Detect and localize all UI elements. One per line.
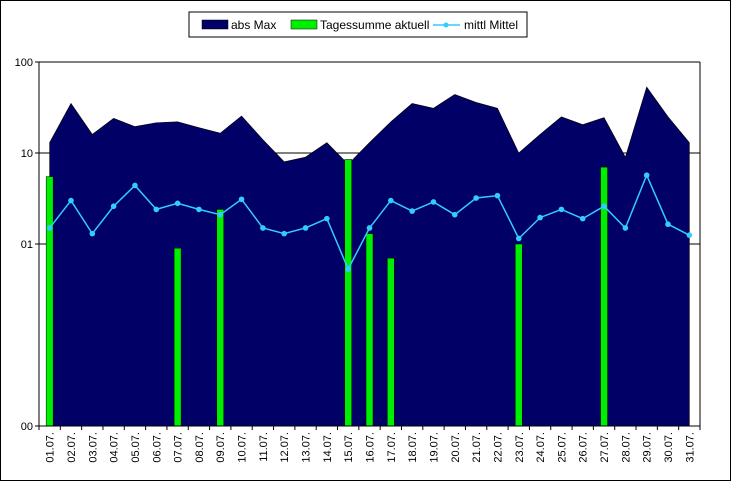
x-tick-label: 26.07. bbox=[578, 432, 590, 463]
point-mittl-mittel bbox=[515, 235, 522, 242]
bar-tagessumme bbox=[45, 176, 54, 427]
legend-box bbox=[188, 11, 528, 38]
point-mittl-mittel bbox=[281, 230, 288, 237]
bar-tagessumme bbox=[344, 159, 352, 427]
point-mittl-mittel bbox=[622, 225, 629, 231]
point-mittl-mittel bbox=[579, 215, 586, 222]
x-tick-label: 05.07. bbox=[130, 432, 142, 463]
point-mittl-mittel bbox=[366, 225, 373, 231]
point-mittl-mittel bbox=[537, 214, 543, 221]
x-tick-label: 10.07. bbox=[237, 432, 249, 463]
x-tick-label: 14.07. bbox=[322, 432, 334, 463]
point-mittl-mittel bbox=[132, 182, 138, 189]
point-mittl-mittel bbox=[601, 203, 607, 210]
x-tick-label: 22.07. bbox=[492, 432, 504, 463]
x-tick-label: 04.07. bbox=[109, 432, 121, 463]
x-tick-label: 19.07. bbox=[428, 432, 440, 463]
x-tick-label: 16.07. bbox=[365, 432, 377, 463]
x-tick-label: 03.07. bbox=[87, 432, 99, 463]
point-mittl-mittel bbox=[89, 230, 96, 237]
point-mittl-mittel bbox=[345, 266, 351, 272]
bar-tagessumme bbox=[515, 243, 523, 427]
legend-label-tagessumme: Tagessumme aktuell bbox=[320, 18, 429, 32]
x-tick-label: 29.07. bbox=[642, 432, 654, 463]
point-mittl-mittel bbox=[110, 203, 117, 210]
x-tick-label: 15.07. bbox=[343, 432, 355, 463]
point-mittl-mittel bbox=[558, 206, 565, 213]
x-tick-label: 31.07. bbox=[684, 432, 696, 463]
point-mittl-mittel bbox=[665, 221, 671, 228]
point-mittl-mittel bbox=[46, 225, 53, 231]
point-mittl-mittel bbox=[451, 211, 458, 218]
x-tick-label: 30.07. bbox=[663, 432, 675, 463]
legend-label-abs-max: abs Max bbox=[231, 18, 276, 32]
x-tick-label: 25.07. bbox=[556, 432, 568, 463]
point-mittl-mittel bbox=[217, 211, 224, 218]
point-mittl-mittel bbox=[430, 199, 437, 205]
point-mittl-mittel bbox=[174, 200, 181, 207]
point-mittl-mittel bbox=[302, 225, 309, 231]
x-tick-label: 13.07. bbox=[301, 432, 313, 463]
bar-tagessumme bbox=[387, 257, 395, 427]
y-tick-label: 00 bbox=[21, 421, 33, 433]
point-mittl-mittel bbox=[153, 206, 160, 213]
x-tick-label: 09.07. bbox=[215, 432, 227, 463]
legend-swatch-abs-max bbox=[201, 19, 229, 30]
point-mittl-mittel bbox=[68, 197, 74, 204]
x-tick-label: 02.07. bbox=[66, 432, 78, 463]
bar-tagessumme bbox=[365, 233, 374, 427]
point-mittl-mittel bbox=[238, 196, 245, 203]
x-tick-label: 20.07. bbox=[450, 432, 462, 463]
point-mittl-mittel bbox=[494, 192, 501, 199]
x-tick-label: 06.07. bbox=[151, 432, 163, 463]
legend-marker-mittl-mittel bbox=[443, 22, 449, 28]
x-tick-label: 23.07. bbox=[514, 432, 526, 463]
point-mittl-mittel bbox=[409, 208, 415, 214]
legend-label-mittl-mittel: mittl Mittel bbox=[464, 18, 518, 32]
point-mittl-mittel bbox=[643, 172, 650, 179]
bar-tagessumme bbox=[216, 209, 224, 427]
point-mittl-mittel bbox=[686, 232, 693, 238]
y-tick-label: 01 bbox=[21, 239, 33, 251]
point-mittl-mittel bbox=[473, 195, 479, 201]
y-tick-label: 10 bbox=[21, 148, 33, 160]
x-tick-label: 11.07. bbox=[258, 432, 270, 462]
x-tick-label: 21.07. bbox=[471, 432, 483, 463]
x-tick-label: 28.07. bbox=[620, 432, 632, 463]
x-tick-label: 07.07. bbox=[173, 432, 185, 463]
point-mittl-mittel bbox=[324, 215, 330, 222]
y-tick-label: 100 bbox=[15, 57, 33, 69]
x-tick-label: 18.07. bbox=[407, 432, 419, 463]
x-tick-label: 24.07. bbox=[535, 432, 547, 463]
x-tick-label: 17.07. bbox=[386, 432, 398, 463]
x-tick-label: 01.07. bbox=[45, 432, 57, 463]
x-tick-label: 27.07. bbox=[599, 432, 611, 463]
point-mittl-mittel bbox=[260, 225, 266, 231]
x-tick-label: 08.07. bbox=[194, 432, 206, 463]
legend-swatch-tagessumme bbox=[290, 19, 318, 30]
point-mittl-mittel bbox=[388, 197, 394, 204]
point-mittl-mittel bbox=[196, 206, 202, 213]
bar-tagessumme bbox=[173, 247, 182, 427]
x-tick-label: 12.07. bbox=[279, 432, 291, 463]
legend: abs Max Tagessumme aktuell mittl Mittel bbox=[188, 11, 528, 38]
